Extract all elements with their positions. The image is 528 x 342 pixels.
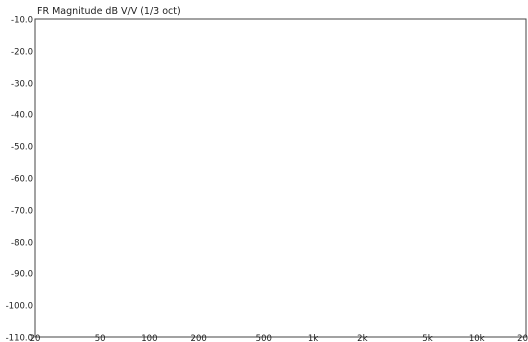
y-tick-label: -110.0 [6, 334, 33, 342]
y-tick-label: -60.0 [11, 175, 33, 185]
chart-title: FR Magnitude dB V/V (1/3 oct) [37, 6, 181, 17]
x-tick-label: 50 [95, 334, 106, 342]
x-tick-label: 20 [30, 334, 41, 342]
x-tick-label: 10k [469, 334, 485, 342]
y-tick-label: -10.0 [11, 16, 33, 26]
y-tick-label: -80.0 [11, 239, 33, 249]
y-tick-label: -20.0 [11, 48, 33, 58]
plot-area [34, 18, 527, 338]
y-tick-label: -50.0 [11, 143, 33, 153]
y-tick-label: -90.0 [11, 270, 33, 280]
x-tick-label: 5k [422, 334, 432, 342]
x-tick-label: 20 [517, 334, 528, 342]
frame-layer [34, 18, 527, 338]
x-tick-label: 500 [256, 334, 272, 342]
x-tick-label: 200 [191, 334, 207, 342]
x-tick-label: 2k [357, 334, 367, 342]
x-tick-label: 1k [308, 334, 318, 342]
y-tick-labels: -10.0 -20.0 -30.0 -40.0 -50.0 -60.0 -70.0 -80.0… [6, 16, 33, 342]
x-tick-label: 100 [141, 334, 157, 342]
x-tick-labels: 20 50 100 200 500 1k 2k 5k 10k 20 [30, 334, 528, 342]
y-tick-label: -40.0 [11, 111, 33, 121]
y-tick-label: -70.0 [11, 207, 33, 217]
y-tick-label: -30.0 [11, 80, 33, 90]
y-tick-label: -100.0 [6, 302, 33, 312]
